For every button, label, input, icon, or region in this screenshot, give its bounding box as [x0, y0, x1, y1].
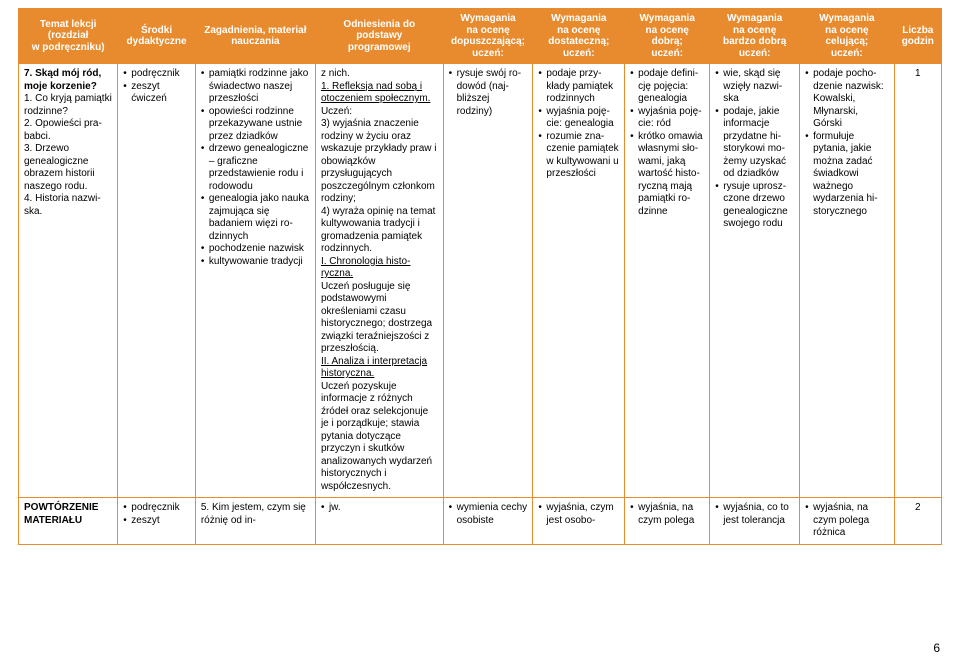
text-underline: I. Chronologia histo­ryczna. — [321, 256, 411, 280]
cell-cel: podaje pocho­dze­nie nazwisk: Ko­walski,… — [800, 64, 895, 498]
list-item: wymienia ce­chy osobiste — [449, 502, 528, 527]
list-item: pamiątki rodzinne jako świadectwo naszej… — [201, 68, 310, 106]
cell-bdb: wyjaśnia, co to jest tolerancja — [710, 498, 800, 545]
list-item: rysuje uprosz­czone drzewo genealogiczne… — [715, 181, 794, 231]
col-header: Wymaganiana ocenęcelującą;uczeń: — [800, 9, 895, 64]
text: Kim jestem, czym się różnię od in- — [201, 502, 306, 526]
cell-resources: podręcznik zeszyt ćwiczeń — [118, 64, 196, 498]
cell-lesson: POWTÓRZENIE MATERIAŁU — [19, 498, 118, 545]
list-item: podaje, jakie informacje przydatne hi­st… — [715, 106, 794, 181]
table-row: POWTÓRZENIE MATERIAŁU podręcznik zeszyt … — [19, 498, 942, 545]
cell-issues: 5. Kim jestem, czym się różnię od in- — [195, 498, 315, 545]
list-item: drzewo genealo­giczne – graficzne przeds… — [201, 143, 310, 193]
list-item: zeszyt ćwiczeń — [123, 81, 190, 106]
cell-issues: pamiątki rodzinne jako świadectwo naszej… — [195, 64, 315, 498]
list-item: rysuje swój ro­dowód (naj­bliższej rodzi… — [449, 68, 528, 118]
cell-podstawa: z nich. 1. Refleksja nad sobą i otoczeni… — [315, 64, 443, 498]
list-item: wyjaśnia poję­cie: genealogia — [538, 106, 619, 131]
list-item: podręcznik — [123, 502, 190, 515]
list-item: podaje pocho­dze­nie nazwisk: Ko­walski,… — [805, 68, 889, 131]
list-item: podaje defini­cję pojęcia: genealogia — [630, 68, 704, 106]
list-item: formułuje pytania, jakie można zadać świ… — [805, 131, 889, 219]
table-header: Temat lekcji(rozdziałw podręczniku) Środ… — [19, 9, 942, 64]
text: Uczeń pozyskuje informacje z różnych źró… — [321, 381, 438, 494]
list-item: podręcznik — [123, 68, 190, 81]
curriculum-table: Temat lekcji(rozdziałw podręczniku) Środ… — [18, 8, 942, 545]
list-item: zeszyt — [123, 515, 190, 528]
cell-db: podaje defini­cję pojęcia: genealogia wy… — [625, 64, 710, 498]
text-underline: 1. Refleksja nad sobą i otoczeniem społe… — [321, 81, 431, 105]
list-item: wyjaśnia poję­cie: ród — [630, 106, 704, 131]
cell-lesson: 7. Skąd mój ród, moje korzenie? 1. Co kr… — [19, 64, 118, 498]
text: 3) wyjaśnia znacze­nie rodziny w życiu o… — [321, 118, 438, 206]
cell-cel: wyjaśnia, na czym polega różnica — [800, 498, 895, 545]
list-item: podaje przy­kłady pamiątek rodzinnych — [538, 68, 619, 106]
cell-hours: 1 — [894, 64, 941, 498]
lesson-point: 4. Historia nazwi­ska. — [24, 193, 112, 218]
cell-dst: podaje przy­kłady pamiątek rodzinnych wy… — [533, 64, 625, 498]
list-item: opowieści rodzinne przekazywane ust­nie … — [201, 106, 310, 144]
col-header: Wymaganiana ocenędostateczną;uczeń: — [533, 9, 625, 64]
col-header: Liczbagodzin — [894, 9, 941, 64]
cell-dst: wyjaśnia, czym jest osobo- — [533, 498, 625, 545]
cell-resources: podręcznik zeszyt — [118, 498, 196, 545]
list-item: genealogia jako na­uka zajmująca się bad… — [201, 193, 310, 243]
table-row: 7. Skąd mój ród, moje korzenie? 1. Co kr… — [19, 64, 942, 498]
cell-hours: 2 — [894, 498, 941, 545]
lesson-title: 7. Skąd mój ród, moje korzenie? — [24, 68, 101, 92]
lesson-point: 3. Drzewo genealogiczne obrazem historii… — [24, 143, 112, 193]
list-item: kultywowanie trady­cji — [201, 256, 310, 269]
cell-dop: rysuje swój ro­dowód (naj­bliższej rodzi… — [443, 64, 533, 498]
cell-bdb: wie, skąd się wzięły nazwi­ska podaje, j… — [710, 64, 800, 498]
text-underline: II. Analiza i interpretacja histo­ryczna… — [321, 356, 427, 380]
text: 5. — [201, 502, 212, 513]
col-header: Wymaganiana ocenędopuszczającą;uczeń: — [443, 9, 533, 64]
list-item: wyjaśnia, co to jest tolerancja — [715, 502, 794, 527]
list-item: rozumie zna­czenie pamią­tek w kultywowa… — [538, 131, 619, 181]
list-item: pochodzenie na­zwisk — [201, 243, 310, 256]
list-item: wie, skąd się wzięły nazwi­ska — [715, 68, 794, 106]
cell-podstawa: jw. — [315, 498, 443, 545]
text: 4) wyraża opinię na temat kultywo­wania … — [321, 206, 438, 256]
list-item: krótko omawia własnymi sło­wami, jaką wa… — [630, 131, 704, 219]
col-header: Środkidydaktyczne — [118, 9, 196, 64]
text: Uczeń: — [321, 106, 438, 119]
col-header: Wymaganiana ocenębardzo dobrąuczeń: — [710, 9, 800, 64]
col-header: Zagadnienia, materiałnauczania — [195, 9, 315, 64]
col-header: Temat lekcji(rozdziałw podręczniku) — [19, 9, 118, 64]
text: z nich. — [321, 68, 438, 81]
lesson-title: POWTÓRZENIE MATERIAŁU — [24, 502, 98, 526]
lesson-point: 2. Opowieści pra­babci. — [24, 118, 112, 143]
page-number: 6 — [933, 641, 940, 656]
list-item: wyjaśnia, na czym polega — [630, 502, 704, 527]
col-header: Wymaganiana ocenędobrą;uczeń: — [625, 9, 710, 64]
list-item: wyjaśnia, czym jest osobo- — [538, 502, 619, 527]
text: Uczeń posługuje się podstawowymi określe… — [321, 281, 438, 356]
cell-db: wyjaśnia, na czym polega — [625, 498, 710, 545]
list-item: wyjaśnia, na czym polega różnica — [805, 502, 889, 540]
col-header: Odniesienia dopodstawyprogramowej — [315, 9, 443, 64]
lesson-point: 1. Co kryją pamiątki rodzinne? — [24, 93, 112, 118]
cell-dop: wymienia ce­chy osobiste — [443, 498, 533, 545]
list-item: jw. — [321, 502, 438, 515]
